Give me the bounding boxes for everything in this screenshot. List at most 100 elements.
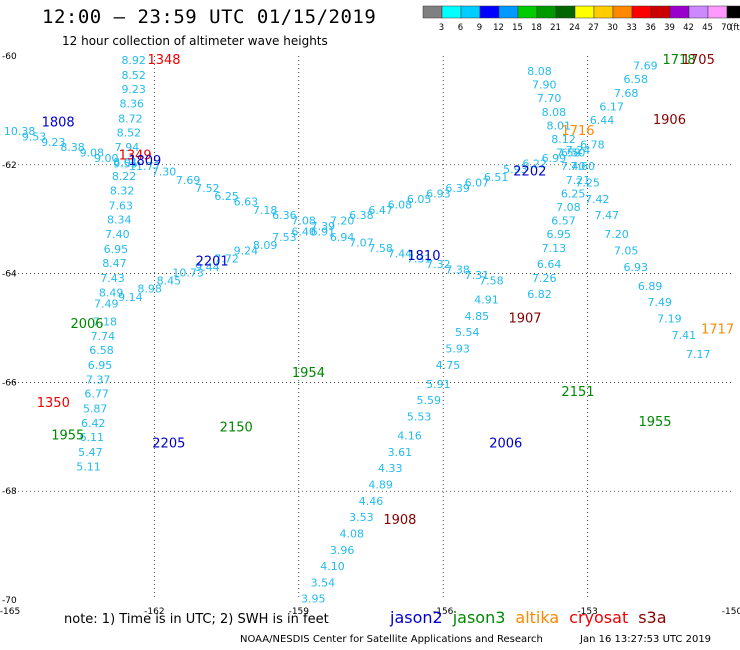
colorbar-swatch [688,5,709,19]
colorbar-swatch [707,5,728,19]
colorbar-swatch [555,5,576,19]
swh-value: 3.61 [388,446,413,459]
colorbar-label: 6 [458,23,463,33]
swh-value: 8.34 [107,214,132,227]
swh-value: 7.21 [566,174,591,187]
colorbar-swatch [726,5,740,19]
colorbar-label: 18 [531,23,542,33]
swh-value: 5.91 [426,378,451,391]
swh-value: 8.49 [99,286,124,299]
x-tick-label: -165 [0,607,20,617]
credit-text: NOAA/NESDIS Center for Satellite Applica… [240,634,543,645]
swh-value: 8.52 [121,69,146,82]
swh-value: 7.07 [349,236,374,249]
swh-value: 4.85 [465,310,490,323]
colorbar-swatch [650,5,671,19]
swh-value: 8.92 [121,54,146,67]
x-tick-label: -153 [577,607,597,617]
colorbar-swatch [460,5,481,19]
swh-value: 6.89 [638,280,663,293]
swh-value: 6.58 [89,344,114,357]
pass-time-label: 2151 [561,385,594,400]
swh-value: 6.36 [272,209,297,222]
colorbar-swatch [669,5,690,19]
satellite-legend: jason2 jason3 altika cryosat s3a [390,608,677,627]
colorbar-label: 36 [645,23,656,33]
swh-value: 6.08 [388,198,413,211]
pass-time-label: 1810 [407,249,440,264]
swh-value: 8.22 [112,170,137,183]
colorbar-label: 12 [493,23,504,33]
swh-value: 7.68 [614,87,639,100]
swh-value: 6.95 [546,228,571,241]
pass-time-label: 1716 [561,124,594,139]
swh-value: 7.44 [388,247,413,260]
swh-value: 6.57 [551,215,576,228]
swh-value: 6.93 [623,261,648,274]
pass-time-label: 1349 [119,148,152,163]
colorbar-swatch [517,5,538,19]
swh-value: 4.46 [359,495,384,508]
colorbar-swatch [593,5,614,19]
satellite-legend-entry: jason2 [390,608,443,627]
swh-value: 7.58 [556,147,581,160]
x-tick-label: -150 [722,607,740,617]
pass-time-label: 1955 [638,415,671,430]
swh-value: 6.44 [590,114,615,127]
swh-value: 9.08 [80,147,105,160]
pass-time-label: 1908 [383,513,416,528]
swh-value: 7.31 [465,269,490,282]
swh-value: 6.42 [81,417,106,430]
pass-time-label: 2006 [489,437,522,452]
swh-value: 5.93 [503,163,528,176]
swh-value: 7.43 [100,272,125,285]
swh-value: 7.69 [176,174,201,187]
swh-value: 3.53 [349,511,374,524]
swh-value: 7.70 [537,92,562,105]
y-tick-label: -68 [2,487,17,497]
swh-value: 8.08 [527,65,552,78]
swh-value: 4.33 [378,462,403,475]
swh-value: 6.25 [214,190,239,203]
colorbar-swatch [612,5,633,19]
swh-value: 3.95 [301,593,326,606]
swh-value: 7.20 [604,228,629,241]
swh-value: 6.05 [407,193,432,206]
swh-value: 7.94 [115,141,140,154]
pass-time-label: 1718 [663,53,696,68]
pass-time-label: 1350 [37,396,70,411]
swh-value: 6.58 [623,73,648,86]
swh-value: 7.49 [648,296,673,309]
swh-value: 4.75 [436,359,461,372]
colorbar-swatch [441,5,462,19]
swh-value: 7.47 [595,209,620,222]
colorbar-label: 45 [702,23,713,33]
swh-value: 7.74 [91,330,116,343]
swh-value: 7.40 [561,160,586,173]
colorbar-label: 27 [588,23,599,33]
swh-value: 4.91 [474,294,499,307]
swh-value: 8.38 [60,141,85,154]
satellite-legend-entry: cryosat [569,608,629,627]
pass-time-label: 1954 [292,366,325,381]
satellite-legend-entry: jason3 [452,608,506,627]
swh-value: 8.12 [551,133,576,146]
swh-value: 9.00 [94,152,119,165]
pass-time-label: 1705 [682,53,715,68]
x-tick-label: -156 [433,607,454,617]
chart-title: 12:00 – 23:59 UTC 01/15/2019 [42,6,377,28]
colorbar-label: 30 [607,23,618,33]
swh-value: 5.59 [417,394,442,407]
swh-value: 6.95 [88,359,113,372]
colorbar-swatch [422,5,443,19]
swh-value: 7.37 [86,373,111,386]
colorbar-label: 24 [569,23,580,33]
swh-value: 7.38 [445,264,470,277]
colorbar-label: 3 [439,23,444,33]
pass-labels: 1348 1349 1350 1808 1809 2201 1810 2202 2205 2006… [37,53,734,528]
swh-value: 6.99 [542,152,567,165]
swh-value: 7.26 [532,272,557,285]
swh-value: 6.38 [349,209,374,222]
y-tick-label: -60 [2,52,17,62]
